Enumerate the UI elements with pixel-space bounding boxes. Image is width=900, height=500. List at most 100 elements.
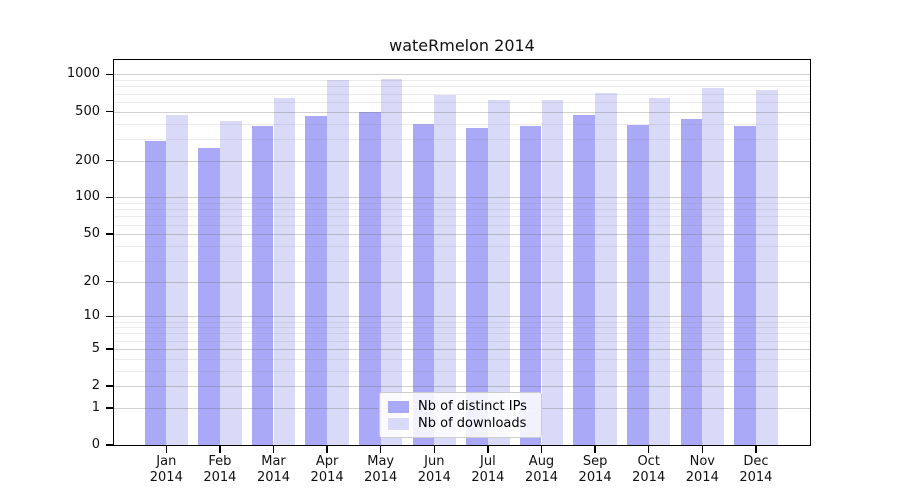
bar-distinct-ips-dec <box>734 126 756 446</box>
legend-item-downloads: Nb of downloads <box>388 415 527 432</box>
gridline <box>113 327 811 329</box>
y-axis-tick-label: 1 <box>91 399 100 415</box>
x-axis-tick <box>701 446 704 453</box>
bar-distinct-ips-sep <box>573 114 596 446</box>
x-axis-tick <box>594 446 596 453</box>
x-axis-tick-label: Mar 2014 <box>256 454 291 485</box>
x-axis-tick <box>647 446 650 453</box>
gridline <box>113 197 811 199</box>
bar-downloads-mar <box>273 98 296 446</box>
gridline <box>113 160 811 162</box>
y-axis-tick <box>106 407 113 409</box>
bar-distinct-ips-mar <box>251 126 274 446</box>
x-axis-tick-label: Jul 2014 <box>471 454 505 485</box>
gridline <box>113 245 811 247</box>
x-axis-tick-label: Aug 2014 <box>524 454 559 485</box>
gridline <box>113 386 811 388</box>
gridline <box>113 203 811 205</box>
gridline <box>113 316 811 318</box>
gridline <box>113 340 811 342</box>
bar-downloads-may <box>380 78 403 446</box>
y-axis-tick <box>106 315 113 318</box>
gridline <box>113 348 811 350</box>
y-axis-tick <box>106 159 113 162</box>
bar-distinct-ips-apr <box>305 116 328 446</box>
legend-swatch-icon <box>388 400 409 413</box>
gridline <box>113 216 811 218</box>
x-axis-tick <box>326 446 328 453</box>
y-axis-tick-label: 50 <box>83 226 100 242</box>
x-axis-tick-label: Feb 2014 <box>203 454 237 485</box>
bar-downloads-oct <box>648 98 671 446</box>
x-axis-tick <box>272 446 275 453</box>
y-axis-tick-label: 100 <box>75 189 100 205</box>
bar-distinct-ips-jan <box>144 140 167 446</box>
y-axis-tick-label: 1000 <box>66 66 100 82</box>
x-axis-tick <box>487 446 489 453</box>
legend: Nb of distinct IPs Nb of downloads <box>379 392 542 438</box>
x-axis-tick-label: May 2014 <box>364 454 398 485</box>
gridline <box>113 224 811 226</box>
legend-swatch-icon <box>388 417 409 430</box>
bar-downloads-feb <box>219 120 242 446</box>
bar-downloads-jul <box>487 100 510 446</box>
bar-distinct-ips-aug <box>519 126 542 446</box>
chart-title: wateRmelon 2014 <box>389 36 535 55</box>
y-axis-tick-label: 10 <box>83 308 100 324</box>
bar-distinct-ips-feb <box>198 147 220 446</box>
bar-downloads-nov <box>702 87 724 446</box>
y-axis-tick <box>106 444 113 446</box>
x-axis-tick-label: Nov 2014 <box>685 454 719 485</box>
legend-label: Nb of distinct IPs <box>418 399 527 414</box>
gridline <box>113 86 811 88</box>
y-axis-tick-label: 20 <box>83 273 100 289</box>
legend-label: Nb of downloads <box>418 416 527 431</box>
gridline <box>113 123 811 125</box>
x-axis-tick-label: Dec 2014 <box>739 454 773 485</box>
bar-downloads-dec <box>755 89 778 446</box>
bar-distinct-ips-oct <box>627 124 649 446</box>
y-axis-tick <box>106 280 113 283</box>
bar-downloads-aug <box>541 100 564 446</box>
gridline <box>113 80 811 82</box>
gridline <box>113 260 811 262</box>
gridline <box>113 333 811 335</box>
gridline <box>113 234 811 236</box>
gridline <box>113 281 811 283</box>
y-axis-tick <box>106 233 113 235</box>
gridline <box>113 74 811 76</box>
x-axis-tick-label: Apr 2014 <box>310 454 344 485</box>
gridline <box>113 138 811 140</box>
x-axis-tick-label: Jan 2014 <box>149 454 183 485</box>
x-axis-tick <box>540 446 543 453</box>
x-axis-tick <box>433 446 436 453</box>
gridline <box>113 93 811 95</box>
y-axis-tick-label: 5 <box>91 340 100 356</box>
bar-downloads-apr <box>327 80 349 446</box>
y-axis-tick <box>106 110 113 113</box>
gridline <box>113 321 811 323</box>
legend-item-distinct-ips: Nb of distinct IPs <box>388 398 527 415</box>
plot-area <box>113 59 811 446</box>
x-axis-tick <box>755 446 757 453</box>
x-axis-tick <box>219 446 221 453</box>
x-axis-tick-label: Jun 2014 <box>417 454 451 485</box>
bar-distinct-ips-jul <box>466 128 488 446</box>
bar-downloads-sep <box>595 93 617 446</box>
bar-downloads-jan <box>166 114 188 446</box>
gridline <box>113 209 811 211</box>
y-axis-tick-label: 500 <box>75 103 100 119</box>
x-axis-tick-label: Sep 2014 <box>578 454 612 485</box>
y-axis-tick-label: 2 <box>91 378 100 394</box>
y-axis-tick-label: 0 <box>91 437 100 452</box>
x-axis-tick <box>379 446 382 453</box>
x-axis-tick-label: Oct 2014 <box>632 454 666 485</box>
x-axis-tick <box>165 446 168 453</box>
bar-downloads-jun <box>434 95 456 446</box>
y-axis-tick <box>106 348 113 350</box>
gridline <box>113 370 811 372</box>
gridline <box>113 358 811 360</box>
gridline <box>113 111 811 113</box>
y-axis-tick-label: 200 <box>75 152 100 168</box>
